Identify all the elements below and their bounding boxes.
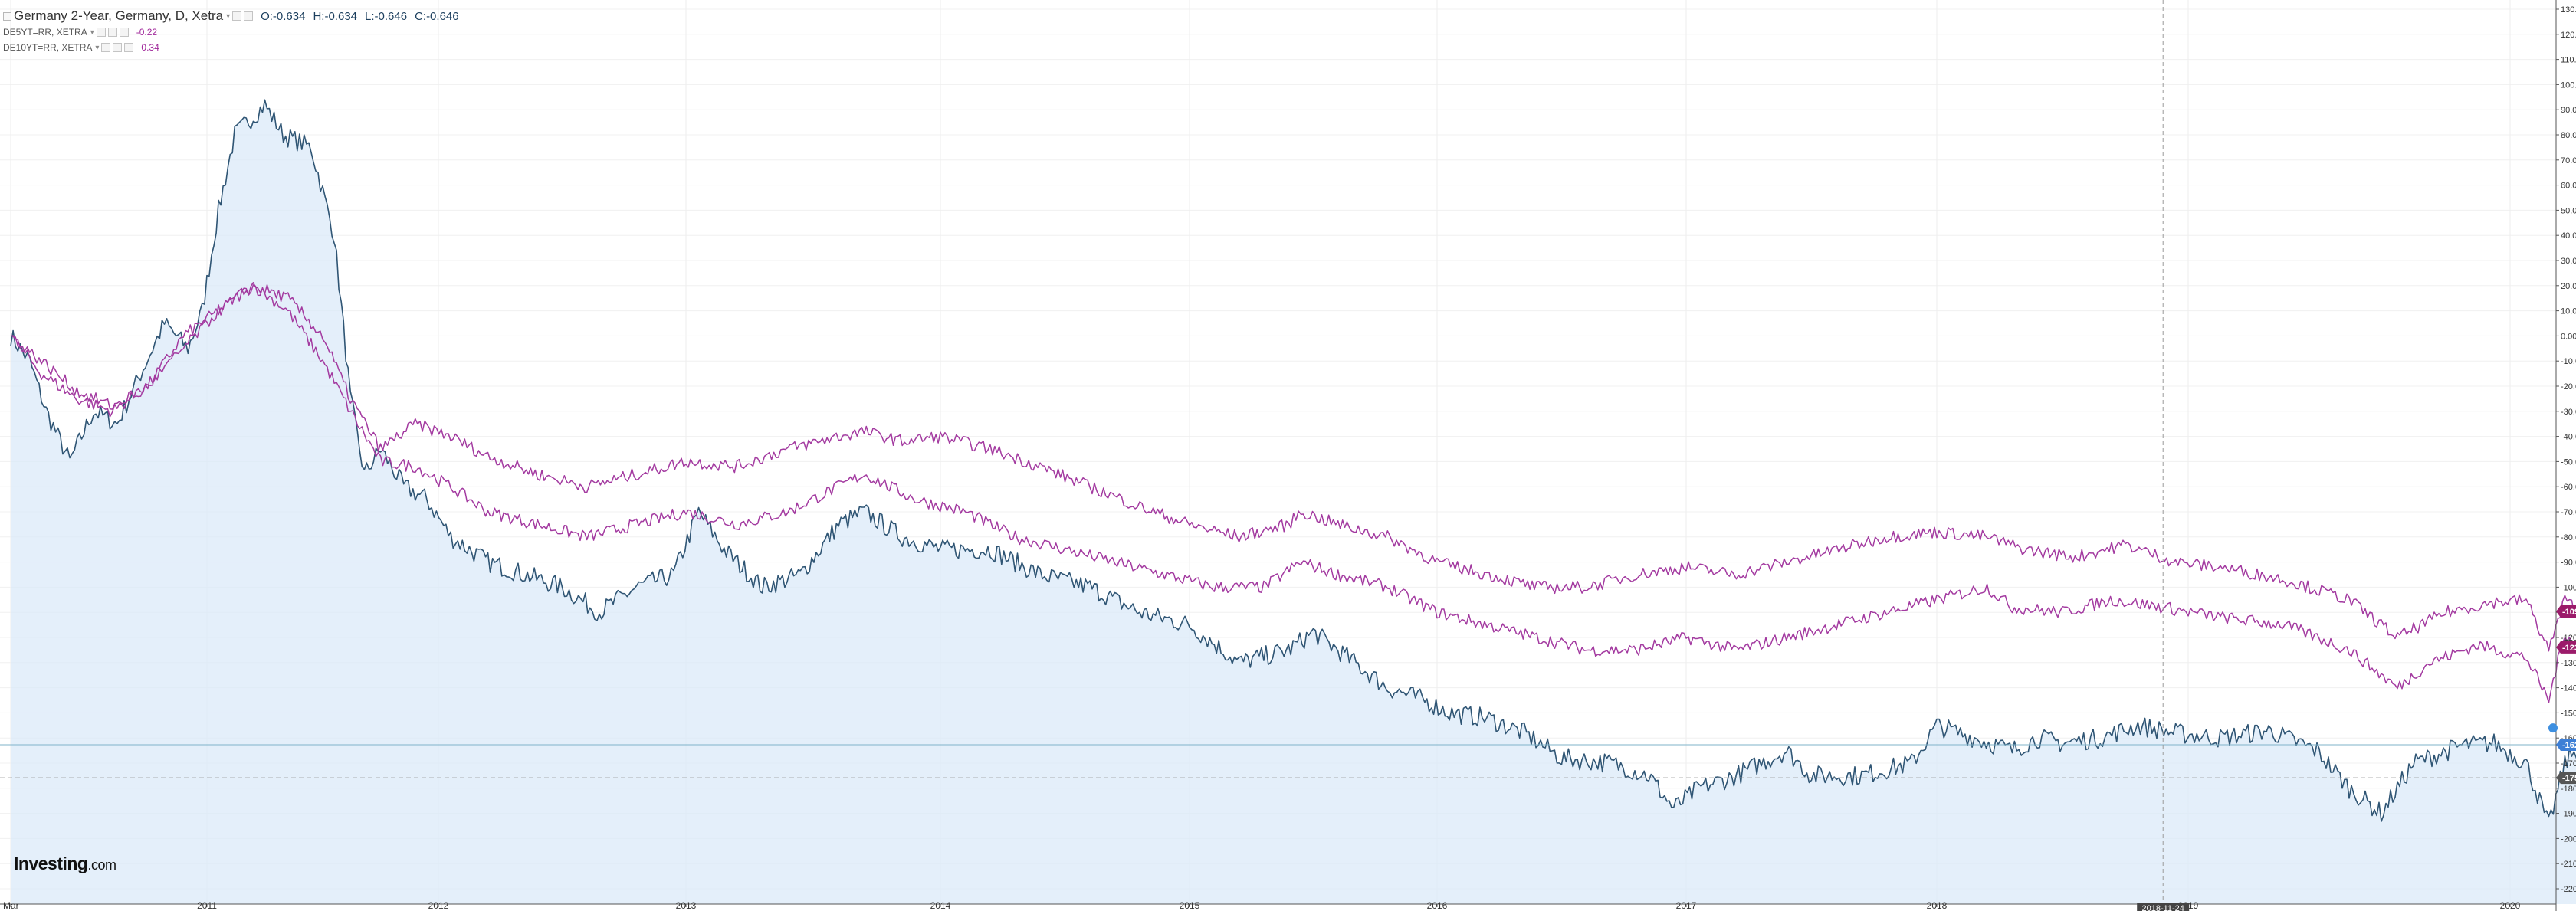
- legend-series-value: 0.34: [141, 42, 159, 53]
- legend-main-title: Germany 2-Year, Germany, D, Xetra: [14, 8, 224, 23]
- price-badge-shape: [2556, 641, 2576, 654]
- y-tick-label: 30.00%: [2561, 257, 2576, 266]
- series-line-de10yt-rr[interactable]: [10, 282, 2576, 652]
- y-tick-label: -70.00%: [2561, 508, 2576, 517]
- ohlc-close: C:-0.646: [415, 9, 459, 23]
- y-tick-label: -180.00%: [2561, 785, 2576, 794]
- legend-series-label: DE10YT=RR, XETRA: [3, 42, 93, 53]
- y-tick-label: 60.00%: [2561, 182, 2576, 191]
- y-tick-label: -100.00%: [2561, 583, 2576, 592]
- close-icon[interactable]: [124, 43, 134, 52]
- legend-dropdown-icon[interactable]: ▾: [90, 28, 94, 37]
- alert-marker-icon[interactable]: [2548, 723, 2558, 733]
- visibility-icon[interactable]: [96, 28, 106, 37]
- crosshair-date-label: 2018-11-24: [2141, 904, 2184, 911]
- settings-icon[interactable]: [232, 11, 242, 21]
- legend-series-row: DE10YT=RR, XETRA ▾ 0.34: [3, 40, 459, 55]
- hline-badge-shape: [2556, 739, 2576, 752]
- series-area-germany-2-year: [11, 100, 2576, 904]
- ohlc-low: L:-0.646: [365, 9, 408, 23]
- y-tick-label: 10.00%: [2561, 307, 2576, 316]
- y-tick-label: -80.00%: [2561, 533, 2576, 542]
- hline-badge-shape: [2556, 772, 2576, 785]
- chart-legend: Germany 2-Year, Germany, D, Xetra ▾ O:-0…: [3, 8, 459, 55]
- y-tick-label: 0.00%: [2561, 332, 2576, 341]
- y-tick-label: -40.00%: [2561, 433, 2576, 442]
- legend-dropdown-icon[interactable]: ▾: [226, 11, 231, 21]
- series-line-germany-2-year[interactable]: [10, 99, 2576, 822]
- legend-series-value: -0.22: [136, 27, 158, 38]
- y-tick-label: -120.00%: [2561, 634, 2576, 643]
- y-tick-label: 40.00%: [2561, 231, 2576, 241]
- y-tick-label: -10.00%: [2561, 357, 2576, 366]
- y-tick-label: -170.00%: [2561, 759, 2576, 768]
- y-tick-label: -200.00%: [2561, 834, 2576, 844]
- price-badge-label: -123.91%: [2562, 644, 2576, 653]
- logo-suffix: .com: [87, 857, 116, 873]
- legend-main-row: Germany 2-Year, Germany, D, Xetra ▾ O:-0…: [3, 8, 459, 25]
- x-tick-label: 2018: [1927, 900, 1948, 911]
- legend-series-label: DE5YT=RR, XETRA: [3, 27, 87, 38]
- logo-brand: Investing: [14, 854, 88, 873]
- y-tick-label: -30.00%: [2561, 408, 2576, 417]
- close-icon[interactable]: [119, 28, 129, 37]
- x-tick-label: 2016: [1427, 900, 1448, 911]
- price-badge-label: -109.63%: [2562, 608, 2576, 617]
- legend-dropdown-icon[interactable]: ▾: [95, 43, 100, 52]
- collapse-legend-icon[interactable]: [3, 11, 11, 21]
- y-tick-label: -210.00%: [2561, 860, 2576, 869]
- visibility-icon[interactable]: [101, 43, 111, 52]
- x-tick-label: 2020: [2500, 900, 2521, 911]
- y-tick-label: -190.00%: [2561, 810, 2576, 819]
- y-tick-label: -50.00%: [2561, 457, 2576, 467]
- y-tick-label: -150.00%: [2561, 709, 2576, 718]
- price-badge-shape: [2556, 605, 2576, 618]
- y-tick-label: 70.00%: [2561, 156, 2576, 165]
- settings-icon[interactable]: [107, 28, 117, 37]
- crosshair-date-badge: [2137, 903, 2190, 911]
- x-tick-label: 2014: [930, 900, 951, 911]
- ohlc-high: H:-0.634: [313, 9, 358, 23]
- x-tick-label: 2011: [197, 900, 217, 911]
- hline-badge-label: -162.69%: [2562, 741, 2576, 750]
- x-tick-label: 2015: [1180, 900, 1200, 911]
- close-icon[interactable]: [244, 11, 254, 21]
- y-tick-label: -90.00%: [2561, 559, 2576, 568]
- x-tick-label: 2017: [1676, 900, 1697, 911]
- series-line-de5yt-rr[interactable]: [10, 284, 2576, 703]
- y-tick-label: -220.00%: [2561, 885, 2576, 894]
- investing-logo: Investing.com: [14, 854, 116, 874]
- x-tick-label: 2012: [428, 900, 449, 911]
- x-tick-label: Mar: [3, 900, 19, 911]
- y-tick-label: 80.00%: [2561, 131, 2576, 140]
- hline-badge-label: -175.833: [2562, 774, 2576, 783]
- y-tick-label: -130.00%: [2561, 659, 2576, 668]
- legend-series-row: DE5YT=RR, XETRA ▾ -0.22: [3, 25, 459, 40]
- x-tick-label: 2013: [676, 900, 697, 911]
- ohlc-open: O:-0.634: [261, 9, 306, 23]
- y-tick-label: 130.00%: [2561, 5, 2576, 15]
- y-tick-label: -140.00%: [2561, 684, 2576, 693]
- y-tick-label: 120.00%: [2561, 31, 2576, 40]
- y-tick-label: -60.00%: [2561, 483, 2576, 492]
- y-tick-label: 100.00%: [2561, 80, 2576, 90]
- y-tick-label: 20.00%: [2561, 282, 2576, 291]
- y-tick-label: 50.00%: [2561, 206, 2576, 215]
- y-tick-label: -20.00%: [2561, 382, 2576, 392]
- y-tick-label: 110.00%: [2561, 56, 2576, 65]
- y-tick-label: 90.00%: [2561, 106, 2576, 115]
- settings-icon[interactable]: [113, 43, 123, 52]
